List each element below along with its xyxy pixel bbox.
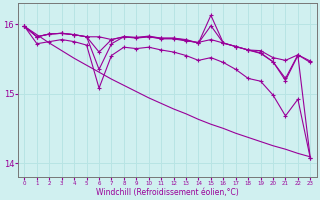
X-axis label: Windchill (Refroidissement éolien,°C): Windchill (Refroidissement éolien,°C) [96, 188, 239, 197]
